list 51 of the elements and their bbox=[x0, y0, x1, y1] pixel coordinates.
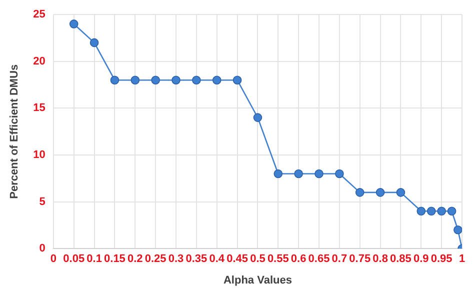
point bbox=[426, 206, 436, 216]
y-tick-label: 10 bbox=[33, 149, 46, 162]
point bbox=[335, 169, 344, 178]
point bbox=[454, 225, 462, 234]
point bbox=[437, 206, 446, 216]
x-tick-label: 0.1 bbox=[86, 253, 102, 266]
x-axis-title: Alpha Values bbox=[223, 274, 292, 286]
point bbox=[151, 76, 160, 85]
point bbox=[416, 206, 426, 216]
x-tick-label: 1 bbox=[458, 253, 466, 266]
x-tick-label: 0.7 bbox=[332, 253, 348, 266]
x-tick-label: 0.95 bbox=[430, 253, 452, 266]
point bbox=[253, 113, 262, 122]
y-axis-title: Percent of Efficient DMUs bbox=[8, 64, 21, 199]
y-tick-label: 5 bbox=[39, 196, 46, 208]
x-tick-label: 0.85 bbox=[390, 253, 412, 266]
x-tick-label: 0.05 bbox=[63, 253, 85, 266]
x-tick-label: 0.65 bbox=[308, 253, 330, 266]
x-tick-label: 0.15 bbox=[104, 253, 126, 266]
x-tick-label: 0.75 bbox=[349, 253, 371, 266]
point bbox=[396, 188, 406, 197]
x-tick-label: 0.55 bbox=[267, 253, 289, 266]
x-tick-label: 0.3 bbox=[168, 253, 184, 266]
x-tick-label: 0.5 bbox=[250, 253, 266, 266]
point bbox=[69, 20, 78, 28]
x-tick-label: 0.2 bbox=[128, 253, 143, 266]
y-tick-label: 25 bbox=[33, 8, 46, 21]
point bbox=[212, 76, 222, 85]
x-tick-label: 0.4 bbox=[209, 253, 226, 266]
point bbox=[376, 188, 385, 197]
point bbox=[314, 169, 324, 178]
point bbox=[447, 206, 456, 216]
y-tick-label: 20 bbox=[33, 55, 46, 68]
x-tick-label: 0.8 bbox=[372, 253, 388, 266]
x-tick-label: 0.6 bbox=[290, 253, 306, 266]
point bbox=[192, 76, 201, 85]
point bbox=[232, 76, 242, 85]
point bbox=[274, 169, 283, 178]
x-tick-label: 0.35 bbox=[186, 253, 208, 266]
x-tick-label: 0.25 bbox=[144, 253, 166, 266]
point bbox=[294, 169, 303, 178]
y-tick-label: 0 bbox=[39, 242, 46, 255]
point bbox=[90, 38, 99, 48]
point bbox=[110, 76, 120, 85]
x-tick-label: 0 bbox=[50, 253, 56, 266]
y-tick-label: 15 bbox=[33, 102, 46, 114]
x-tick-label: 0.9 bbox=[413, 253, 429, 266]
point bbox=[355, 188, 364, 197]
x-tick-label: 0.45 bbox=[226, 253, 248, 266]
point bbox=[172, 76, 180, 85]
point bbox=[130, 76, 140, 85]
